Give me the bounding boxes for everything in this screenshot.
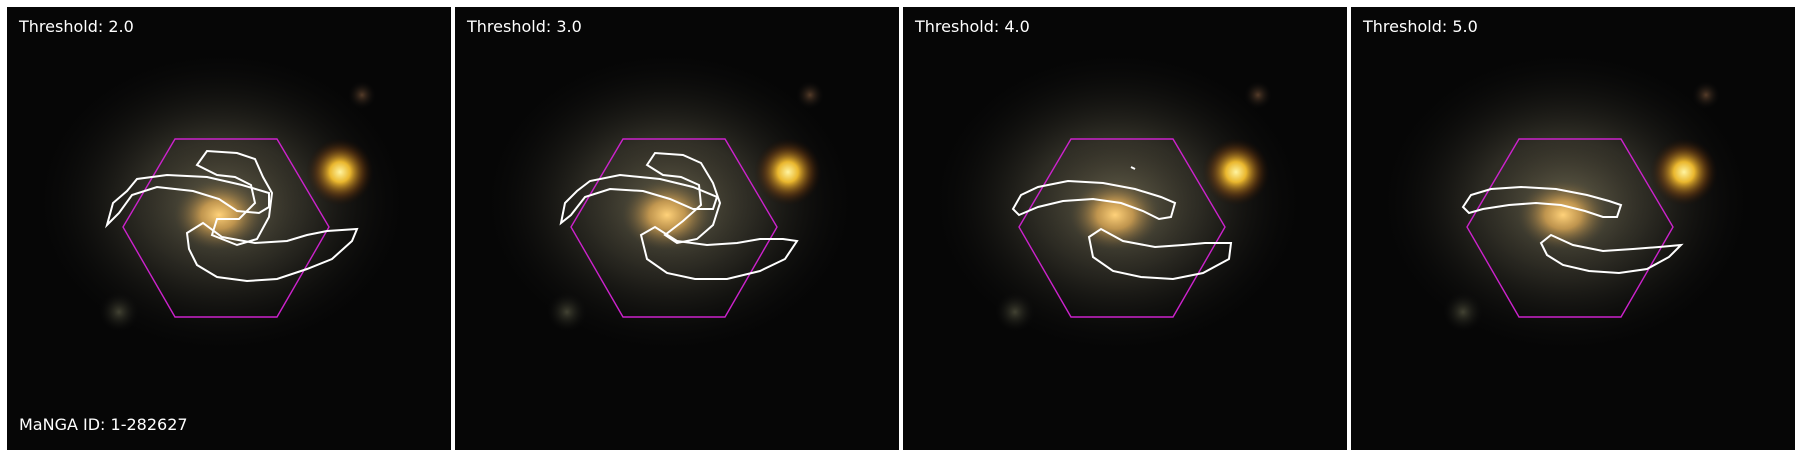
contour-upper-arm	[1011, 179, 1177, 221]
threshold-label: Threshold: 4.0	[915, 17, 1030, 36]
hexagon-footprint	[1018, 138, 1226, 318]
contour-upper-arm	[1461, 185, 1623, 218]
contour-lower-arm	[639, 225, 799, 280]
galaxy-image-4	[1351, 7, 1795, 450]
bright-star	[1202, 138, 1270, 206]
galaxy-image-3	[903, 7, 1347, 450]
contour-upper-arm	[559, 173, 719, 226]
bright-star	[754, 138, 822, 206]
contour-inner-arm	[195, 149, 274, 247]
threshold-label: Threshold: 2.0	[19, 17, 134, 36]
image-panel-threshold-4: Threshold: 4.0	[903, 7, 1347, 450]
image-panel-threshold-5: Threshold: 5.0	[1351, 7, 1795, 450]
threshold-label: Threshold: 5.0	[1363, 17, 1478, 36]
contour-lower-arm	[1539, 233, 1684, 275]
contour-upper-arm	[105, 173, 270, 229]
threshold-label: Threshold: 3.0	[467, 17, 582, 36]
manga-id-label: MaNGA ID: 1-282627	[19, 415, 188, 434]
contour-inner-arm	[645, 151, 722, 245]
hexagon-footprint	[122, 138, 330, 318]
galaxy-image-1	[7, 7, 451, 450]
hexagon-footprint	[570, 138, 778, 318]
image-panel-threshold-2: Threshold: 2.0 MaNGA ID: 1-282627	[7, 7, 451, 450]
bright-star	[1650, 138, 1718, 206]
hexagon-footprint	[1466, 138, 1674, 318]
galaxy-image-2	[455, 7, 899, 450]
bright-star	[306, 138, 374, 206]
contour-lower-arm	[185, 221, 359, 283]
contour-lower-arm	[1087, 227, 1233, 281]
image-panel-threshold-3: Threshold: 3.0	[455, 7, 899, 450]
